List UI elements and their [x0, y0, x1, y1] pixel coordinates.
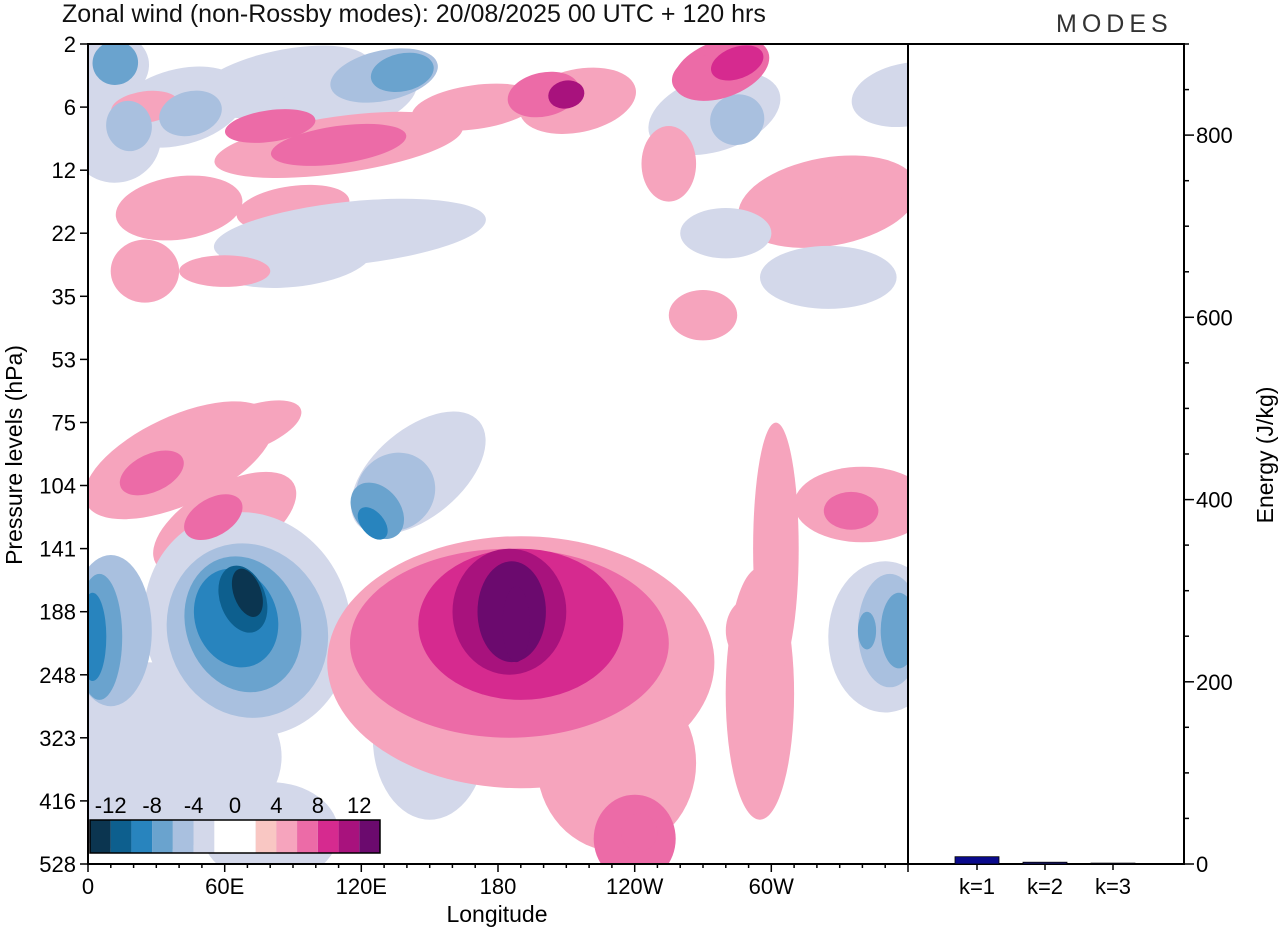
x-tick-label: 180: [480, 874, 517, 899]
colorbar-swatch-10: [297, 820, 318, 853]
energy-panel: k=1 k=2 k=3 0 200 400 600 800 Energy (J/kg): [907, 43, 1278, 899]
colorbar-swatch-9: [276, 820, 298, 853]
contour-region-40: [106, 100, 152, 152]
energy-y-tick-label: 600: [1196, 305, 1233, 330]
colorbar-swatch-6: [214, 820, 236, 853]
colorbar-swatch-4: [172, 820, 194, 853]
colorbar-swatch-1: [110, 820, 132, 853]
y-tick-label: 528: [39, 852, 76, 877]
x-tick-label: 120W: [606, 874, 664, 899]
energy-y-tick-label: 200: [1196, 670, 1233, 695]
chart-title: Zonal wind (non-Rossby modes): 20/08/202…: [62, 0, 766, 28]
contour-region-48: [119, 450, 184, 496]
energy-bar-k=3: [1090, 862, 1136, 865]
x-tick-label: 0: [82, 874, 94, 899]
colorbar-label: 4: [270, 793, 282, 818]
colorbar-swatch-8: [255, 820, 277, 853]
contour-region-21: [760, 245, 897, 309]
energy-axis: 0 200 400 600 800: [1184, 43, 1233, 877]
contour-region-12: [641, 126, 697, 202]
contour-region-75: [502, 586, 530, 663]
contour-region-50: [823, 491, 879, 530]
contour-region-19: [110, 239, 180, 303]
contour-region-67: [548, 80, 585, 109]
contour-region-22: [680, 208, 772, 259]
energy-frame: [907, 43, 1185, 865]
modes-logo: MODES: [1056, 10, 1173, 38]
colorbar-label: -4: [184, 793, 204, 818]
y-axis-label: Pressure levels (hPa): [1, 345, 27, 565]
colorbar-swatch-2: [131, 820, 153, 853]
y-tick-label: 35: [52, 284, 76, 309]
colorbar-label: 12: [347, 793, 371, 818]
contour-region-25: [193, 400, 302, 458]
x-axis-label: Longitude: [446, 901, 547, 927]
contour-region-45: [710, 94, 765, 146]
colorbar-swatch-13: [359, 820, 381, 853]
colorbar: -12 -8 -4 0 4 8 12: [89, 793, 381, 854]
x-tick-label: 60E: [205, 874, 244, 899]
contour-region-14: [753, 169, 844, 222]
contour-region-59: [370, 52, 434, 93]
contour-region-38: [725, 599, 772, 663]
colorbar-swatch-5: [193, 820, 215, 853]
contour-region-64: [880, 592, 908, 669]
y-tick-label: 75: [52, 411, 76, 436]
colorbar-label: 0: [229, 793, 241, 818]
colorbar-swatch-3: [152, 820, 173, 853]
contour-region-65: [857, 611, 877, 650]
heatmap-field: [88, 44, 908, 864]
colorbar-swatch-7: [235, 820, 256, 853]
energy-axis-label: Energy (J/kg): [1252, 387, 1278, 524]
contour-region-15: [115, 175, 243, 241]
contour-region-39: [159, 90, 222, 137]
y-tick-label: 53: [52, 347, 76, 372]
x-tick-label: 120E: [336, 874, 387, 899]
y-tick-label: 22: [52, 221, 76, 246]
colorbar-swatch-0: [90, 820, 111, 853]
y-tick-label: 12: [52, 158, 76, 183]
contour-region-23: [668, 290, 738, 341]
contour-region-70: [88, 592, 107, 681]
contour-region-58: [92, 44, 139, 85]
colorbar-frame: [89, 819, 381, 854]
energy-y-tick-label: 0: [1196, 852, 1208, 877]
colorbar-label: -8: [142, 793, 162, 818]
y-tick-label: 2: [64, 32, 76, 57]
energy-y-tick-label: 400: [1196, 488, 1233, 513]
contour-region-44: [224, 109, 316, 143]
contour-region-74: [231, 568, 263, 617]
colorbar-label: -12: [95, 793, 127, 818]
y-tick-label: 104: [39, 474, 76, 499]
y-tick-label: 323: [39, 726, 76, 751]
energy-bar-k=1: [954, 856, 1000, 865]
colorbar-swatch-11: [317, 820, 339, 853]
contour-region-68: [357, 507, 388, 540]
y-tick-label: 416: [39, 789, 76, 814]
y-axis: 2 6 12 22 35 53 75 104 141 188 248 323 416 528: [39, 32, 88, 877]
contour-region-49: [184, 494, 243, 540]
heatmap-panel: -12 -8 -4 0 4 8 12 0 60E 120E 180 120W 60W 2 6 12 22 35…: [1, 32, 909, 927]
x-tick-label: 60W: [749, 874, 794, 899]
y-tick-label: 141: [39, 537, 76, 562]
contour-region-60: [710, 45, 764, 81]
energy-bar-k=2: [1022, 861, 1068, 865]
colorbar-label: 8: [312, 793, 324, 818]
contour-region-57: [621, 813, 658, 852]
contour-region-43: [270, 123, 407, 166]
energy-category-label: k=3: [1095, 874, 1131, 899]
y-tick-label: 188: [39, 600, 76, 625]
x-axis: 0 60E 120E 180 120W 60W: [82, 864, 909, 899]
y-tick-label: 248: [39, 663, 76, 688]
contour-region-20: [179, 255, 271, 287]
energy-bars: k=1 k=2 k=3: [954, 856, 1136, 899]
colorbar-swatch-12: [338, 820, 360, 853]
energy-y-tick-label: 800: [1196, 123, 1233, 148]
energy-category-label: k=2: [1027, 874, 1063, 899]
y-tick-label: 6: [64, 95, 76, 120]
energy-category-label: k=1: [959, 874, 995, 899]
